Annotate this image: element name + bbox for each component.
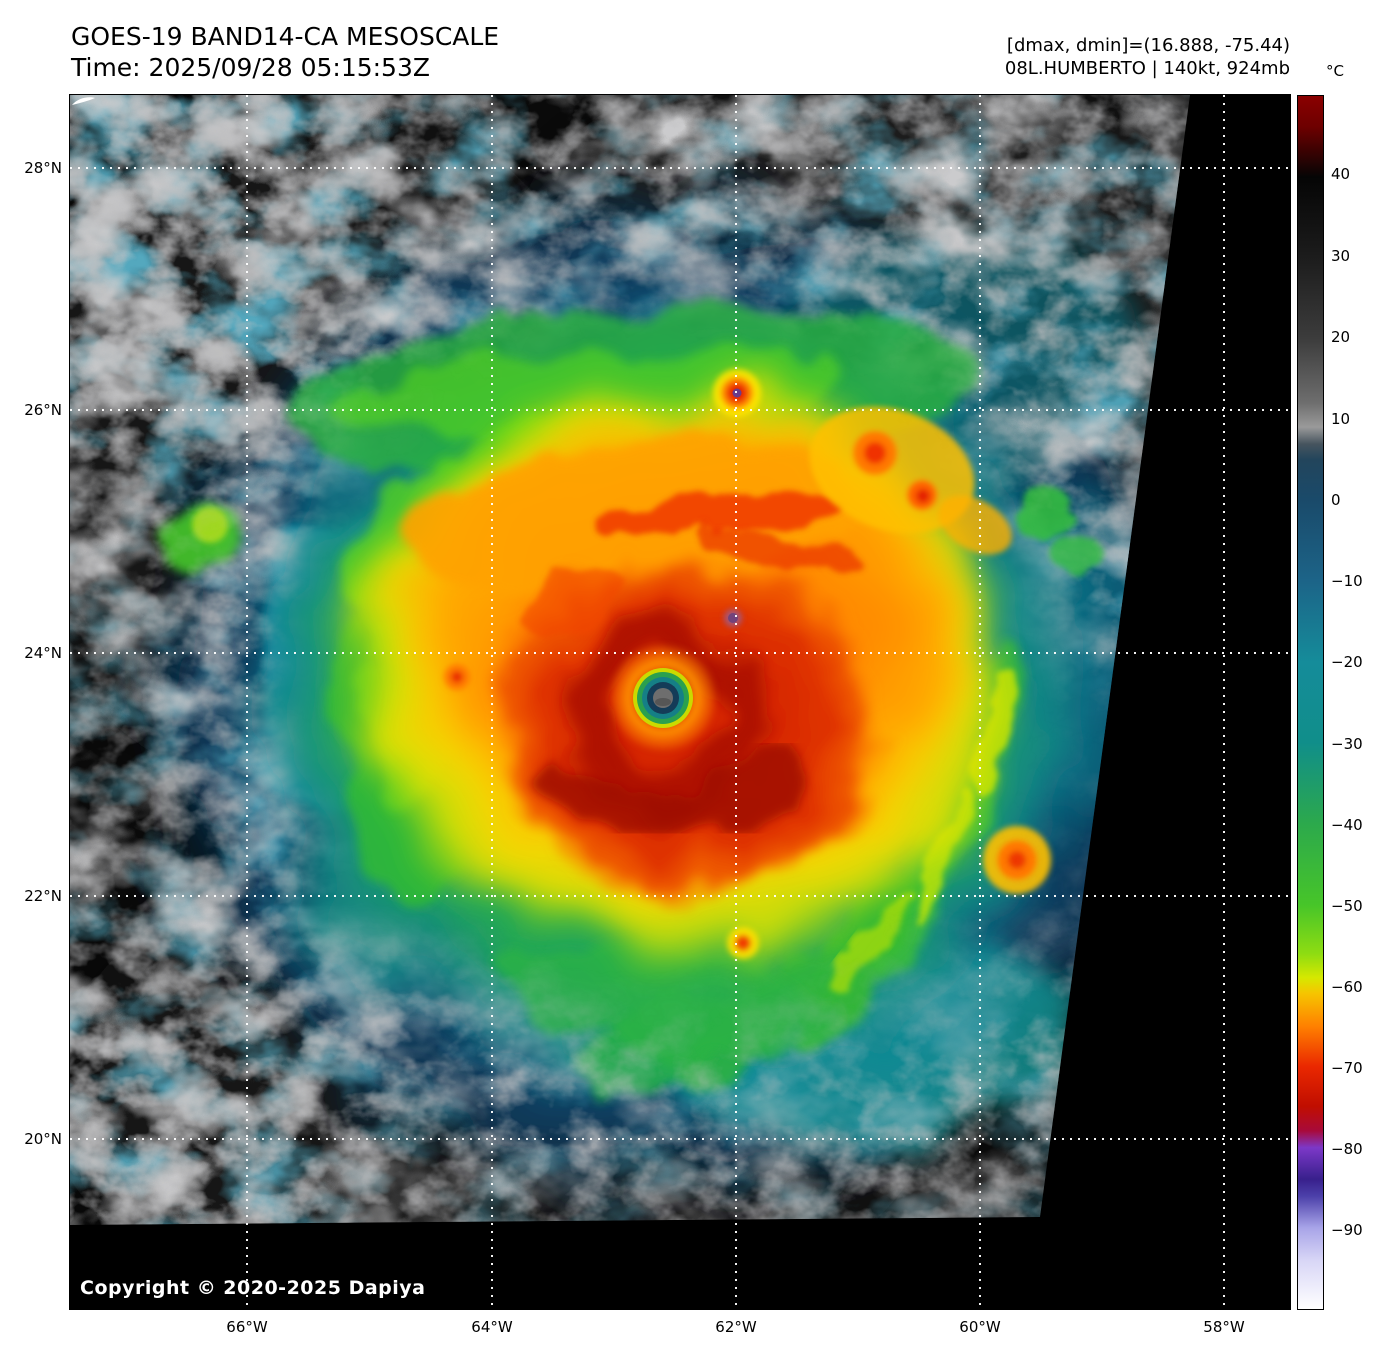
gridline-lon-58w xyxy=(1223,95,1225,1309)
colorbar-tick-n70: −70 xyxy=(1331,1059,1363,1077)
colorbar-tick-30: 30 xyxy=(1331,247,1351,265)
lon-label-62w: 62°W xyxy=(715,1318,757,1336)
gridline-lat-28n xyxy=(70,167,1290,169)
storm-intensity-readout: 08L.HUMBERTO | 140kt, 924mb xyxy=(1004,58,1290,79)
colorbar-tick-n90: −90 xyxy=(1331,1221,1363,1239)
gridline-lat-24n xyxy=(70,652,1290,654)
lat-label-24n: 24°N xyxy=(24,644,62,662)
page-title: GOES-19 BAND14-CA MESOSCALE xyxy=(71,22,500,51)
header-info: [dmax, dmin]=(16.888, -75.44) 08L.HUMBER… xyxy=(690,34,1290,80)
lat-label-22n: 22°N xyxy=(24,887,62,905)
colorbar-tick-40: 40 xyxy=(1331,165,1351,183)
timestamp: Time: 2025/09/28 05:15:53Z xyxy=(71,53,430,82)
colorbar-tick-n10: −10 xyxy=(1331,572,1363,590)
temperature-colorbar xyxy=(1297,95,1324,1310)
lat-label-28n: 28°N xyxy=(24,159,62,177)
colorbar-tick-n30: −30 xyxy=(1331,735,1363,753)
colorbar-tick-n50: −50 xyxy=(1331,897,1363,915)
colorbar-tick-n60: −60 xyxy=(1331,978,1363,996)
lon-label-66w: 66°W xyxy=(226,1318,268,1336)
colorbar-tick-n40: −40 xyxy=(1331,816,1363,834)
colorbar-tick-n80: −80 xyxy=(1331,1140,1363,1158)
lon-label-58w: 58°W xyxy=(1203,1318,1245,1336)
colorbar-unit-label: °C xyxy=(1326,62,1344,80)
gridline-lon-60w xyxy=(979,95,981,1309)
lat-label-26n: 26°N xyxy=(24,401,62,419)
cloud-layer-bottom xyxy=(70,95,1190,1225)
gridline-lon-62w xyxy=(735,95,737,1309)
colorbar-tick-10: 10 xyxy=(1331,410,1351,428)
lat-label-20n: 20°N xyxy=(24,1130,62,1148)
colorbar-tick-0: 0 xyxy=(1331,491,1341,509)
gridline-lat-20n xyxy=(70,1138,1290,1140)
copyright-notice: Copyright © 2020-2025 Dapiya xyxy=(80,1277,426,1299)
satellite-image xyxy=(70,95,1290,1309)
lon-label-64w: 64°W xyxy=(471,1318,513,1336)
colorbar-tick-20: 20 xyxy=(1331,328,1351,346)
gridline-lon-64w xyxy=(491,95,493,1309)
satellite-map: Copyright © 2020-2025 Dapiya xyxy=(70,95,1290,1309)
dmax-dmin-readout: [dmax, dmin]=(16.888, -75.44) xyxy=(1006,35,1290,56)
gridline-lat-26n xyxy=(70,409,1290,411)
gridline-lat-22n xyxy=(70,895,1290,897)
colorbar-tick-n20: −20 xyxy=(1331,653,1363,671)
lon-label-60w: 60°W xyxy=(959,1318,1001,1336)
gridline-lon-66w xyxy=(246,95,248,1309)
logo-swoosh-icon xyxy=(72,97,95,105)
